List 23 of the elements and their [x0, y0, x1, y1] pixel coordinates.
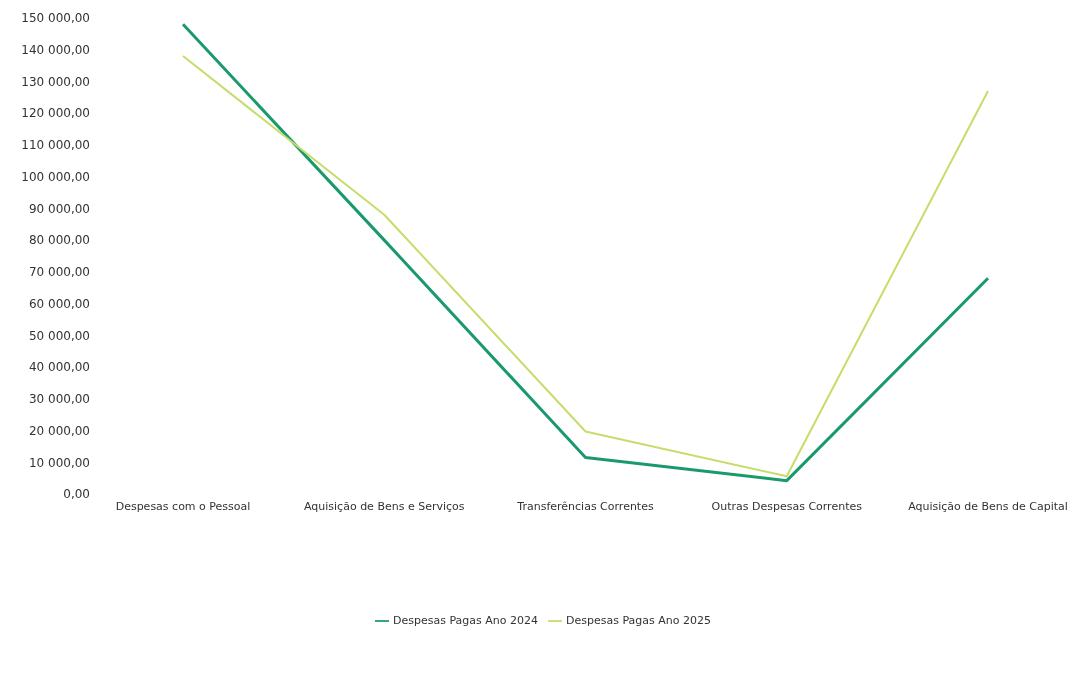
x-tick-label: Despesas com o Pessoal	[115, 499, 251, 513]
y-tick-label: 10 000,00	[28, 455, 90, 470]
y-tick-label: 90 000,00	[28, 201, 90, 216]
y-tick-label: 60 000,00	[28, 296, 90, 311]
x-tick-label: Aquisição de Bens de Capital	[908, 499, 1068, 513]
y-tick-label: 80 000,00	[28, 233, 90, 248]
x-tick-label: Aquisição de Bens e Serviços	[303, 499, 465, 513]
y-tick-label: 130 000,00	[21, 74, 90, 89]
y-tick-label: 30 000,00	[28, 392, 90, 407]
y-tick-label: 150 000,00	[21, 11, 90, 26]
y-tick-label: 100 000,00	[21, 169, 90, 184]
y-tick-label: 20 000,00	[28, 423, 90, 438]
y-tick-label: 110 000,00	[21, 138, 90, 153]
x-tick-label: Transferências Correntes	[516, 499, 654, 513]
y-tick-label: 0,00	[63, 487, 90, 502]
legend-label: Despesas Pagas Ano 2024	[393, 614, 538, 627]
y-tick-label: 40 000,00	[28, 360, 90, 375]
y-tick-label: 70 000,00	[28, 265, 90, 280]
y-tick-label: 50 000,00	[28, 328, 90, 343]
legend-label: Despesas Pagas Ano 2025	[566, 614, 711, 627]
y-tick-label: 140 000,00	[21, 42, 90, 57]
y-tick-label: 120 000,00	[21, 106, 90, 121]
x-tick-label: Outras Despesas Correntes	[711, 499, 863, 513]
